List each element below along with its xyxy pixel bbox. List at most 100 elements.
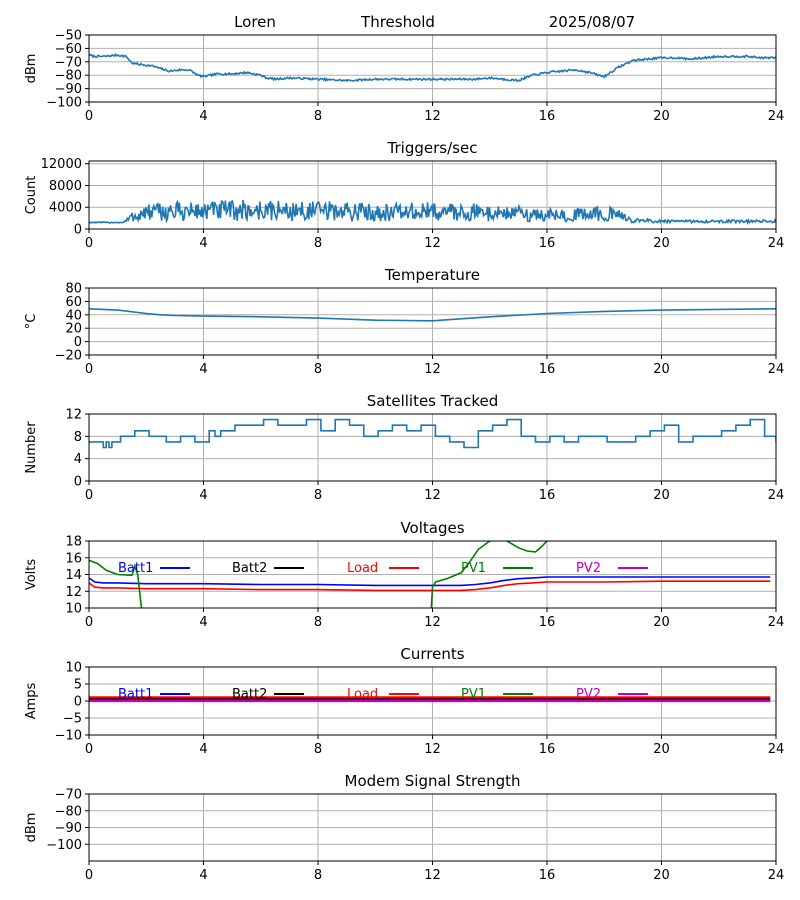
y-axis-label: Number [24, 421, 39, 474]
y-tick-label: 14 [65, 568, 82, 583]
header-row: Loren Threshold 2025/08/07 [234, 13, 635, 31]
x-tick-label: 4 [199, 868, 207, 883]
chart-panel-6: Modem Signal Strength dBm 0 4 8 12 16 20 24 −100 −… [24, 772, 784, 883]
x-tick-label: 16 [539, 236, 556, 251]
x-tick-label: 4 [199, 488, 207, 503]
chart-panel-1: Triggers/sec Count 0 4 8 12 16 20 24 0 4000 8000 120… [24, 139, 784, 251]
series-line-0 [89, 52, 776, 83]
x-tick-label: 12 [424, 868, 441, 883]
chart-title: Temperature [384, 266, 480, 284]
x-tick-label: 16 [539, 615, 556, 630]
x-tick-label: 8 [314, 362, 322, 377]
series-line-pv1 [89, 541, 548, 608]
y-tick-label: −10 [55, 729, 82, 744]
y-tick-label: −100 [46, 96, 82, 111]
y-tick-label: −90 [55, 821, 82, 836]
y-tick-label: −90 [55, 82, 82, 97]
chart-panel-3: Satellites Tracked Number 0 4 8 12 16 20 24 0 4 8 12 [24, 392, 784, 503]
legend-label: PV1 [461, 561, 486, 576]
plot-area [89, 199, 776, 225]
plot-area [89, 52, 776, 83]
x-tick-label: 4 [199, 109, 207, 124]
x-tick-label: 12 [424, 362, 441, 377]
x-tick-label: 16 [539, 742, 556, 757]
y-tick-label: 12000 [41, 157, 82, 172]
y-tick-label: 0 [74, 335, 82, 350]
x-tick-label: 16 [539, 362, 556, 377]
chart-title: Triggers/sec [387, 139, 478, 157]
chart-panel-4: Voltages Volts Batt1 Batt2 Load PV1 PV2 0 4 8 12 16… [24, 519, 784, 630]
y-tick-label: 80 [65, 282, 82, 297]
x-tick-label: 0 [85, 615, 93, 630]
y-axis-label: dBm [24, 54, 39, 84]
y-tick-label: 40 [65, 308, 82, 323]
x-tick-label: 8 [314, 742, 322, 757]
x-tick-label: 4 [199, 236, 207, 251]
x-tick-label: 0 [85, 868, 93, 883]
legend-label: PV2 [576, 687, 601, 702]
series-line-0 [89, 308, 776, 322]
x-tick-label: 20 [653, 742, 670, 757]
y-tick-label: 10 [65, 661, 82, 676]
x-tick-label: 4 [199, 615, 207, 630]
y-tick-label: 0 [74, 223, 82, 238]
legend-label: PV2 [576, 561, 601, 576]
chart-title: Currents [400, 645, 464, 663]
x-tick-label: 20 [653, 109, 670, 124]
y-tick-label: 16 [65, 551, 82, 566]
y-tick-label: 8000 [49, 179, 82, 194]
x-tick-label: 20 [653, 868, 670, 883]
chart-title: Voltages [400, 519, 464, 537]
x-tick-label: 4 [199, 742, 207, 757]
legend-label: Batt1 [118, 561, 153, 576]
x-tick-label: 24 [768, 236, 785, 251]
plot-area [89, 418, 776, 449]
x-tick-label: 0 [85, 109, 93, 124]
x-tick-label: 24 [768, 362, 785, 377]
y-axis-label: Amps [24, 682, 39, 719]
chart-panel-0: dBm 0 4 8 12 16 20 24 −100−90−80−70−60−50 [24, 29, 784, 125]
y-tick-label: −60 [55, 42, 82, 57]
y-tick-label: −50 [55, 29, 82, 44]
x-tick-label: 8 [314, 236, 322, 251]
legend-label: Batt1 [118, 687, 153, 702]
y-tick-label: −100 [46, 838, 82, 853]
legend-label: Batt2 [232, 561, 267, 576]
x-tick-label: 16 [539, 868, 556, 883]
x-tick-label: 12 [424, 109, 441, 124]
plot-area [89, 696, 771, 703]
x-tick-label: 24 [768, 615, 785, 630]
y-tick-label: 0 [74, 475, 82, 490]
x-tick-label: 0 [85, 236, 93, 251]
y-tick-label: −5 [63, 712, 82, 727]
x-tick-label: 16 [539, 488, 556, 503]
y-tick-label: 10 [65, 602, 82, 617]
header-station: Loren [234, 13, 276, 31]
y-tick-label: 8 [74, 430, 82, 445]
x-tick-label: 8 [314, 488, 322, 503]
y-tick-label: 12 [65, 408, 82, 423]
x-tick-label: 4 [199, 362, 207, 377]
y-tick-label: −80 [55, 69, 82, 84]
header-date: 2025/08/07 [549, 13, 635, 31]
x-tick-label: 24 [768, 488, 785, 503]
x-tick-label: 20 [653, 615, 670, 630]
x-tick-label: 20 [653, 488, 670, 503]
x-tick-label: 20 [653, 236, 670, 251]
y-tick-label: −70 [55, 55, 82, 70]
x-tick-label: 24 [768, 742, 785, 757]
x-tick-label: 8 [314, 109, 322, 124]
legend-label: Batt2 [232, 687, 267, 702]
legend-label: PV1 [461, 687, 486, 702]
x-tick-label: 8 [314, 615, 322, 630]
chart-title: Satellites Tracked [367, 392, 498, 410]
y-axis-label: Volts [24, 559, 39, 591]
x-tick-label: 0 [85, 362, 93, 377]
x-tick-label: 12 [424, 488, 441, 503]
y-tick-label: 60 [65, 295, 82, 310]
chart-title: Modem Signal Strength [345, 772, 521, 790]
y-tick-label: 4000 [49, 201, 82, 216]
x-tick-label: 0 [85, 742, 93, 757]
